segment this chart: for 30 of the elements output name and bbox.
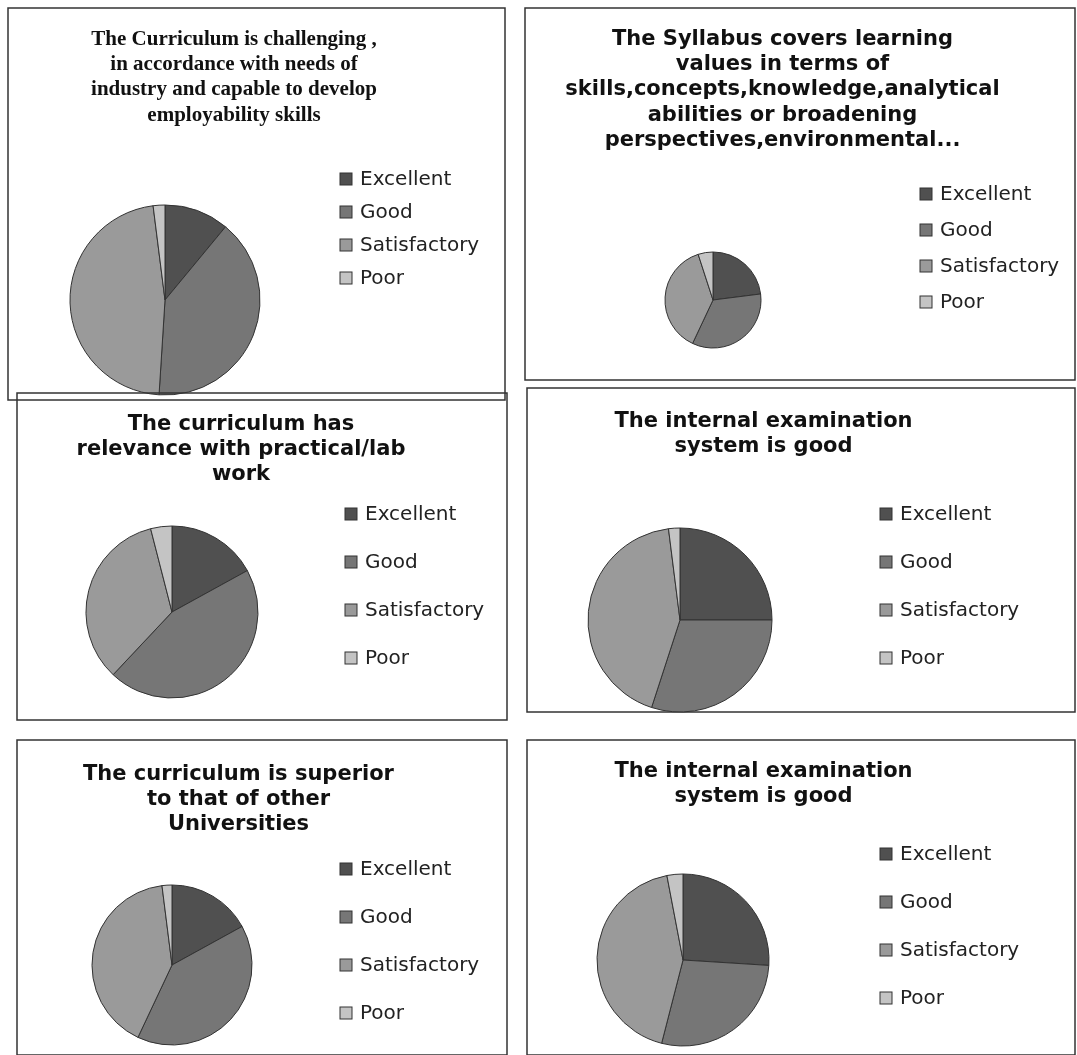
legend-label: Satisfactory [360,952,480,976]
legend-label: Excellent [360,856,452,880]
legend-label: Good [940,217,993,241]
legend-label: Satisfactory [900,937,1020,961]
chart-title: The internal examination system is good [614,758,913,808]
chart-title: The curriculum is superior to that of other Universities [83,761,395,836]
legend-label: Good [900,889,953,913]
legend-label: Good [360,904,413,928]
legend-label: Satisfactory [365,597,485,621]
legend-label: Poor [900,645,945,669]
legend-label: Good [900,549,953,573]
legend-label: Satisfactory [360,232,480,256]
chart-title: The Syllabus covers learning values in terms of skills,concepts,knowledge,analytical abilities or broadening perspectives,environmental... [565,26,1000,151]
legend-label: Excellent [900,841,992,865]
legend-label: Poor [365,645,410,669]
legend-label: Excellent [900,501,992,525]
legend-label: Poor [940,289,985,313]
legend-label: Good [365,549,418,573]
legend-label: Satisfactory [940,253,1060,277]
legend-label: Good [360,199,413,223]
legend-label: Excellent [360,166,452,190]
legend-label: Poor [360,265,405,289]
chart-title: The Curriculum is challenging , in accordance with needs of industry and capable to develop employability skills [91,26,377,126]
legend-label: Excellent [365,501,457,525]
legend-label: Excellent [940,181,1032,205]
chart-title: The curriculum has relevance with practical/lab work [76,411,406,486]
legend-label: Poor [360,1000,405,1024]
legend-label: Satisfactory [900,597,1020,621]
chart-title: The internal examination system is good [614,408,913,458]
legend-label: Poor [900,985,945,1009]
